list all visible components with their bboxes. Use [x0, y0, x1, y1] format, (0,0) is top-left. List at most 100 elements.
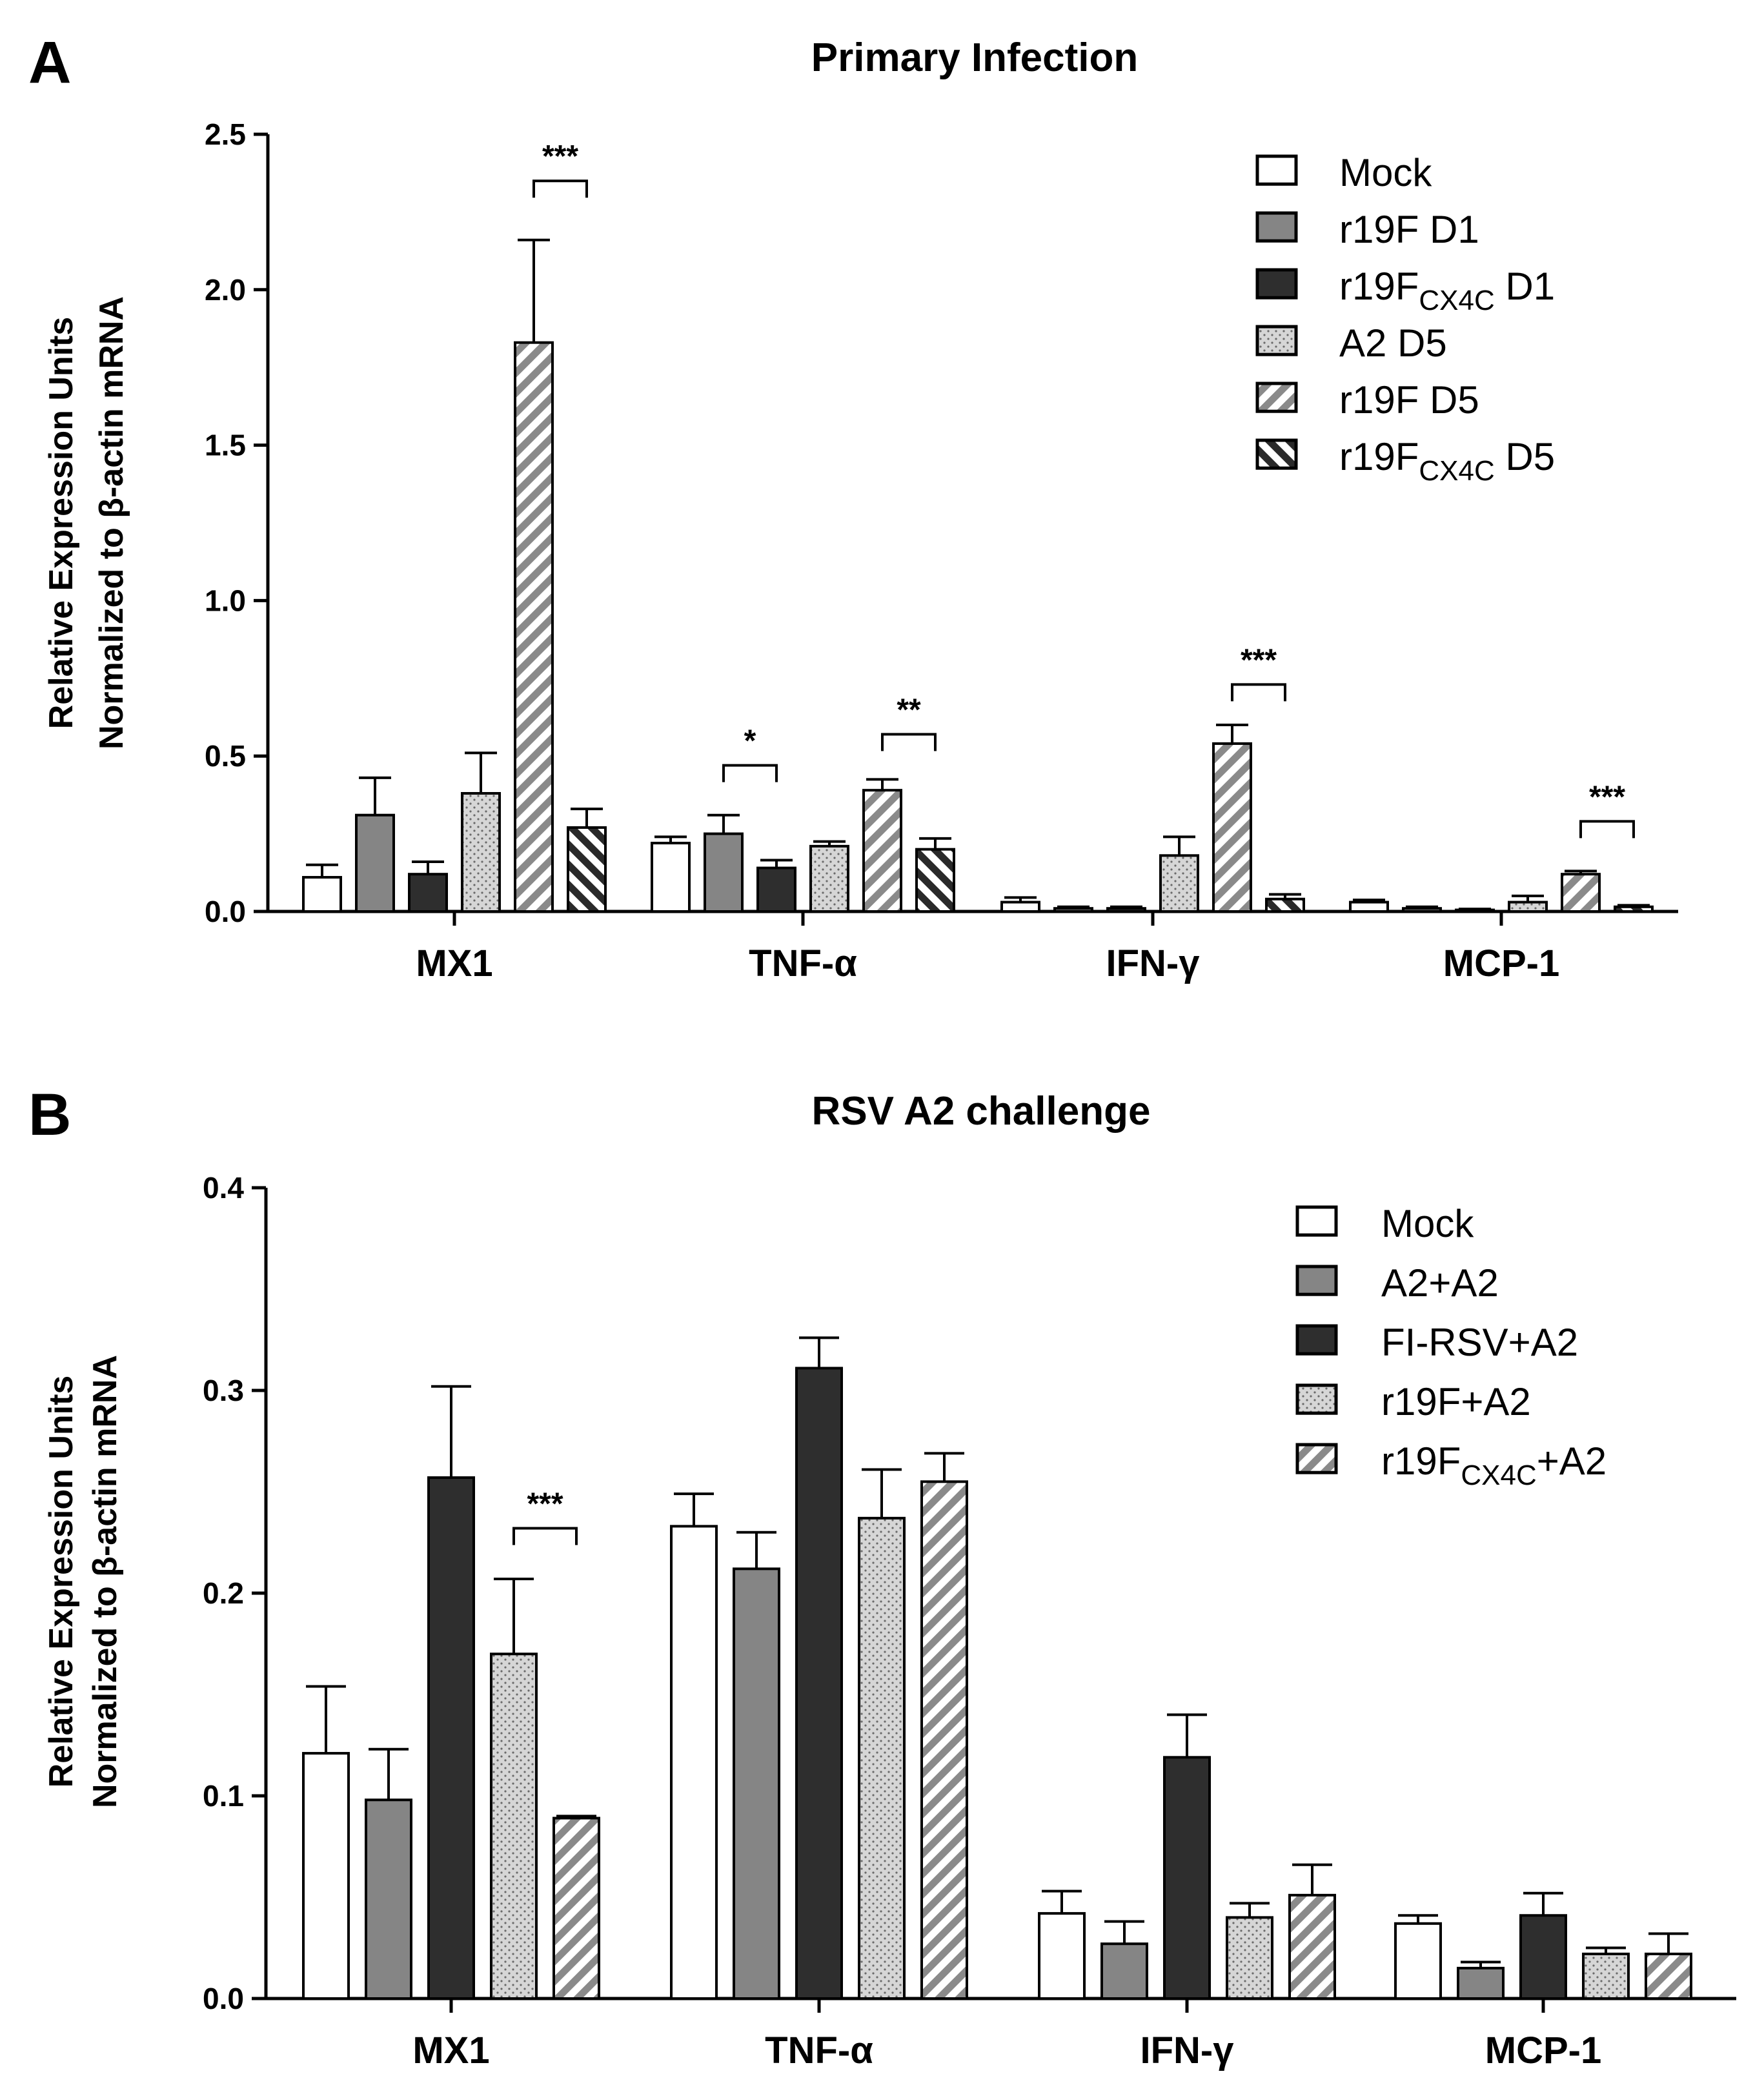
- panel-a: A Primary Infection Relative Expression …: [28, 30, 1678, 984]
- bar-hatch-back: [567, 826, 607, 913]
- y-tick-label: 0.3: [203, 1374, 244, 1407]
- bar-dots: [461, 791, 501, 913]
- bar-dots: [809, 844, 849, 913]
- bar-white: [1000, 900, 1040, 913]
- bar-white: [302, 1752, 350, 2000]
- bar-white: [670, 1525, 718, 2000]
- x-category-label: MCP-1: [1485, 2030, 1601, 2071]
- bar-dots: [1226, 1916, 1273, 2000]
- y-tick-label: 1.5: [205, 429, 246, 462]
- x-category-label: MX1: [416, 942, 492, 984]
- chart-title-a: Primary Infection: [811, 36, 1138, 80]
- bar-dots: [1159, 854, 1199, 913]
- legend-swatch: [1255, 154, 1298, 186]
- legend-label-base: r19F: [1339, 435, 1419, 478]
- bar-white: [1349, 900, 1389, 913]
- legend-swatch: [1295, 1265, 1338, 1296]
- bar-gray: [1402, 907, 1442, 913]
- y-axis-label-a-line2: Normalized to β-actin mRNA: [93, 296, 130, 749]
- bar-gray: [1053, 907, 1093, 913]
- bar-gray: [1100, 1942, 1148, 2000]
- bar-dark: [427, 1476, 475, 2000]
- legend-entry-label: Mock: [1381, 1202, 1474, 1245]
- x-category-label: TNF-α: [765, 2030, 873, 2071]
- x-category-label: TNF-α: [749, 942, 857, 984]
- plot-area-b: 0.0 0.1 0.2 0.3 0.4 MX1 TNF-α IFN-γ MCP-1 ***: [203, 1171, 1736, 2071]
- y-tick-label: 0.4: [203, 1171, 244, 1205]
- bar-hatch-back: [915, 848, 955, 913]
- bar-hatch: [553, 1816, 600, 2000]
- legend-label-base: A2+A2: [1381, 1261, 1499, 1305]
- y-tick-label: 0.0: [203, 1982, 244, 2015]
- legend-label-suffix: D1: [1495, 265, 1555, 308]
- y-tick-label: 0.1: [203, 1779, 244, 1813]
- legend-swatch: [1255, 325, 1298, 356]
- bar-dark: [1519, 1914, 1567, 2000]
- y-axis-label-b-line1: Relative Expression Units: [43, 1376, 80, 1788]
- y-axis-label-a-line1: Relative Expression Units: [43, 317, 80, 729]
- legend-entry-label: r19FCX4C D5: [1339, 435, 1555, 487]
- y-tick-label: 0.5: [205, 739, 246, 773]
- bar-dots: [1582, 1952, 1630, 2000]
- bar-white: [302, 876, 342, 913]
- bar-hatch: [1561, 873, 1601, 913]
- bar-dots: [1508, 900, 1548, 913]
- bar-hatch: [1288, 1893, 1336, 2000]
- y-axis-label-b-line2: Normalized to β-actin mRNA: [86, 1355, 124, 1808]
- bar-hatch: [920, 1480, 968, 2000]
- bar-dark: [756, 866, 796, 913]
- bar-dark: [408, 873, 448, 913]
- x-category-label: IFN-γ: [1106, 942, 1201, 984]
- significance-label: *: [744, 724, 756, 758]
- legend-swatch: [1295, 1383, 1338, 1415]
- legend-label-base: r19F D1: [1339, 208, 1479, 251]
- y-tick-label: 0.2: [203, 1576, 244, 1610]
- legend-entry-label: r19FCX4C+A2: [1381, 1440, 1607, 1491]
- x-category-label: MX1: [412, 2030, 489, 2071]
- bar-white: [1038, 1912, 1086, 2000]
- y-tick-label: 2.5: [205, 117, 246, 151]
- significance-bracket: [1231, 683, 1286, 702]
- legend-label-subscript: CX4C: [1419, 285, 1494, 316]
- bar-gray: [355, 813, 395, 913]
- bar-gray: [365, 1798, 412, 2000]
- legend-label-subscript: CX4C: [1461, 1460, 1536, 1491]
- legend-label-suffix: D5: [1495, 435, 1555, 478]
- legend-label-base: Mock: [1339, 151, 1432, 194]
- significance-bracket: [532, 179, 588, 198]
- significance-bracket: [1579, 820, 1635, 839]
- legend-label-base: Mock: [1381, 1202, 1474, 1245]
- y-tick-label: 1.0: [205, 584, 246, 617]
- bar-hatch: [1645, 1952, 1692, 2000]
- legend-entry-label: A2 D5: [1339, 321, 1447, 365]
- significance-bracket: [881, 733, 937, 751]
- bar-dots: [490, 1653, 538, 2000]
- y-tick-label: 2.0: [205, 273, 246, 307]
- legend-entry-label: r19F D1: [1339, 208, 1479, 251]
- bar-white: [651, 842, 691, 913]
- legend-label-subscript: CX4C: [1419, 455, 1494, 487]
- y-tick-label: 0.0: [205, 895, 246, 928]
- legend-swatch: [1295, 1205, 1338, 1237]
- legend-label-base: FI-RSV+A2: [1381, 1321, 1578, 1364]
- bar-hatch: [514, 341, 554, 913]
- legend-label-suffix: +A2: [1537, 1440, 1607, 1483]
- legend-label-base: A2 D5: [1339, 321, 1447, 365]
- significance-bracket: [722, 764, 778, 782]
- panel-b: B RSV A2 challenge Relative Expression U…: [28, 1082, 1736, 2071]
- bar-hatch: [862, 789, 902, 913]
- legend-entry-label: r19FCX4C D1: [1339, 265, 1555, 316]
- chart-title-b: RSV A2 challenge: [812, 1089, 1151, 1134]
- bar-dark: [1163, 1756, 1211, 2000]
- bar-dark: [795, 1367, 843, 2000]
- legend-entry-label: A2+A2: [1381, 1261, 1499, 1305]
- legend-swatch: [1295, 1324, 1338, 1356]
- legend-label-base: r19F+A2: [1381, 1380, 1531, 1423]
- legend-swatch: [1295, 1443, 1338, 1474]
- legend-swatch: [1255, 211, 1298, 243]
- bar-dark: [1106, 907, 1146, 913]
- x-category-label: IFN-γ: [1141, 2030, 1235, 2071]
- legend-b: Mock A2+A2 FI-RSV+A2 r19F+A2 r19FCX4C+A2: [1295, 1202, 1607, 1491]
- bar-gray: [704, 832, 744, 913]
